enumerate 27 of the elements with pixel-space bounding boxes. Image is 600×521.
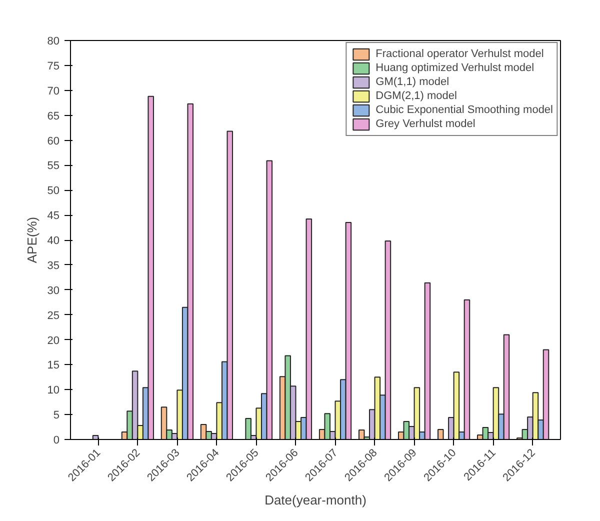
y-tick-label: 60 [47, 135, 60, 148]
y-tick-label: 10 [47, 384, 60, 397]
y-tick-label: 35 [47, 260, 60, 272]
y-tick-label: 20 [47, 334, 60, 347]
legend-label: GM(1,1) model [376, 75, 450, 89]
x-axis-title: Date(year-month) [264, 492, 366, 508]
legend-label: Cubic Exponential Smoothing model [376, 103, 553, 117]
y-tick-label: 70 [47, 85, 60, 98]
y-tick-label: 75 [47, 60, 60, 72]
y-tick-label: 45 [47, 210, 60, 222]
y-axis-title: APE(%) [24, 216, 40, 264]
y-tick-label: 50 [47, 185, 60, 198]
bar [438, 429, 444, 440]
y-tick-label: 65 [47, 110, 60, 122]
bar [245, 418, 252, 440]
y-tick-label: 0 [53, 434, 60, 446]
y-tick-label: 25 [47, 310, 60, 322]
legend-label: Grey Verhulst model [376, 117, 476, 131]
legend-label: Fractional operator Verhulst model [376, 47, 544, 61]
y-tick-label: 55 [47, 160, 60, 172]
y-tick-label: 5 [53, 410, 60, 422]
y-tick-label: 30 [47, 284, 60, 297]
y-tick-label: 15 [47, 360, 60, 372]
legend-label: DGM(2,1) model [376, 89, 457, 103]
legend-label: Huang optimized Verhulst model [376, 61, 534, 75]
y-tick-label: 80 [47, 36, 60, 48]
y-tick-label: 40 [47, 235, 60, 247]
